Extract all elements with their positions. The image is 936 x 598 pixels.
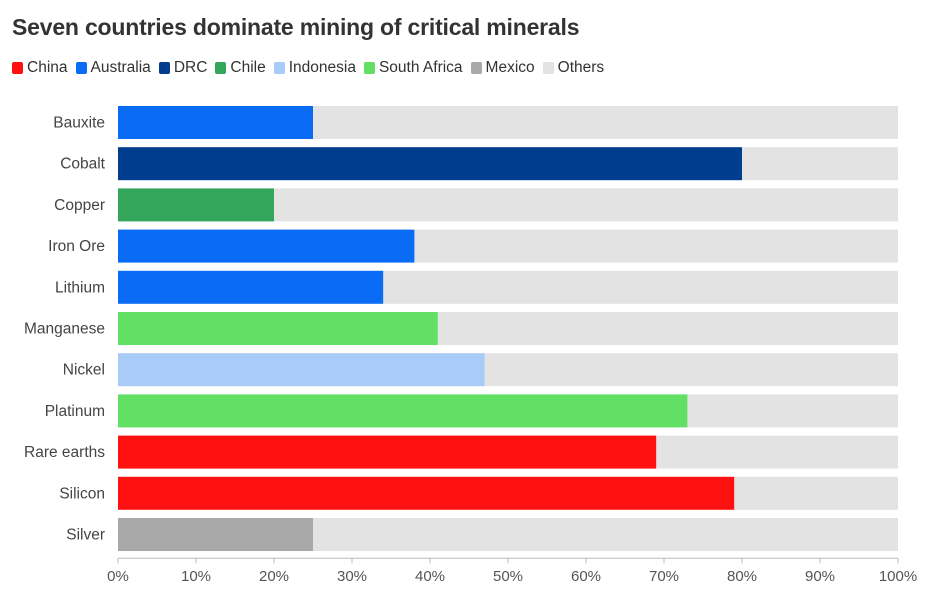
bar-others-platinum	[687, 394, 898, 428]
bar-others-bauxite	[313, 106, 898, 139]
category-label: Cobalt	[60, 156, 105, 173]
legend-swatch	[273, 62, 285, 74]
legend-item-indonesia: Indonesia	[273, 59, 356, 77]
bar-manganese	[118, 312, 438, 345]
bar-copper	[118, 188, 274, 222]
legend-label: DRC	[173, 59, 208, 76]
bar-nickel	[118, 353, 485, 387]
legend-item-australia: Australia	[75, 59, 151, 77]
category-label: Silicon	[59, 485, 105, 502]
bar-bauxite	[118, 106, 313, 139]
legend-swatch	[12, 62, 23, 74]
bar-others-rare-earths	[656, 435, 898, 469]
x-tick-label: 80%	[727, 568, 757, 585]
bar-others-lithium	[383, 270, 898, 304]
bar-others-cobalt	[742, 147, 898, 181]
x-tick-label: 90%	[805, 568, 835, 585]
category-label: Silver	[66, 527, 105, 544]
x-tick-label: 0%	[107, 568, 129, 585]
legend-swatch	[363, 62, 375, 74]
bar-others-copper	[274, 188, 898, 222]
legend-item-china: China	[12, 59, 68, 77]
category-label: Lithium	[55, 279, 105, 296]
x-tick-label: 100%	[879, 568, 917, 585]
bar-platinum	[118, 394, 688, 428]
category-label: Platinum	[45, 403, 105, 420]
category-label: Rare earths	[24, 444, 105, 461]
bar-silver	[118, 518, 313, 551]
bar-others-silver	[313, 518, 898, 551]
x-tick-label: 30%	[337, 568, 367, 585]
category-label: Manganese	[24, 321, 105, 338]
legend-item-chile: Chile	[215, 59, 266, 77]
bar-cobalt	[118, 147, 742, 181]
category-label: Iron Ore	[48, 238, 105, 255]
bar-lithium	[118, 270, 384, 304]
legend-label: Indonesia	[288, 59, 356, 76]
legend-swatch	[158, 62, 170, 74]
bar-others-silicon	[734, 476, 898, 510]
chart-title: Seven countries dominate mining of criti…	[12, 14, 580, 40]
category-label: Copper	[54, 197, 105, 214]
legend-item-mexico: Mexico	[470, 59, 535, 77]
bar-iron-ore	[118, 229, 415, 263]
legend-label: Others	[557, 59, 605, 76]
legend-swatch	[75, 62, 87, 74]
x-tick-label: 20%	[259, 568, 289, 585]
category-label: Bauxite	[53, 115, 105, 132]
legend-label: Australia	[90, 59, 151, 76]
legend-label: Mexico	[485, 59, 535, 76]
category-label: Nickel	[63, 362, 105, 379]
legend-swatch	[542, 62, 554, 74]
legend-label: Chile	[230, 59, 266, 76]
legend-swatch	[215, 62, 227, 74]
bar-others-iron-ore	[414, 229, 898, 263]
x-tick-label: 10%	[181, 568, 211, 585]
legend-item-drc: DRC	[158, 59, 208, 77]
bar-others-nickel	[484, 353, 898, 387]
x-tick-label: 60%	[571, 568, 601, 585]
bar-silicon	[118, 476, 735, 510]
legend: China Australia DRC Chile Indonesia South Afr…	[12, 59, 612, 77]
bar-rare-earths	[118, 435, 657, 469]
x-tick-label: 70%	[649, 568, 679, 585]
legend-label: China	[27, 59, 68, 76]
x-tick-label: 50%	[493, 568, 523, 585]
legend-item-south-africa: South Africa	[363, 59, 463, 77]
bar-others-manganese	[437, 312, 898, 345]
legend-label: South Africa	[378, 59, 463, 76]
legend-swatch	[470, 62, 482, 74]
x-tick-label: 40%	[415, 568, 445, 585]
legend-item-others: Others	[542, 59, 605, 77]
